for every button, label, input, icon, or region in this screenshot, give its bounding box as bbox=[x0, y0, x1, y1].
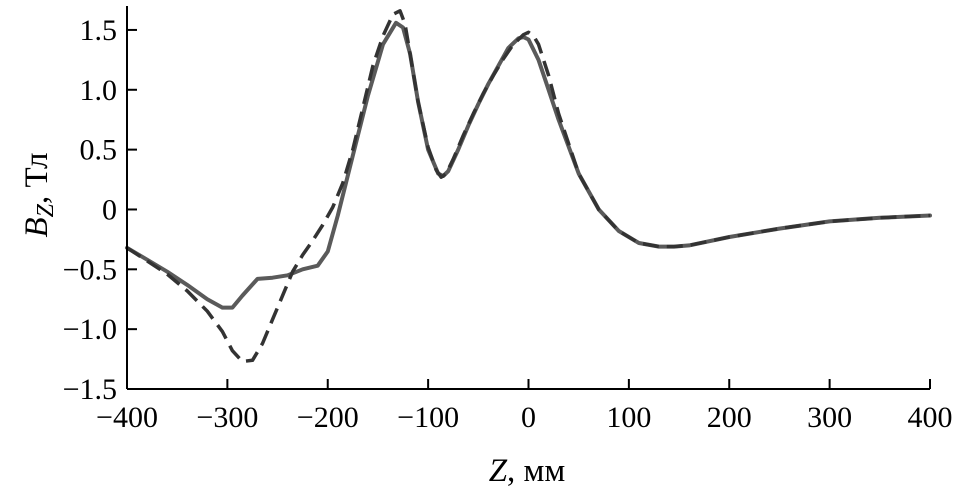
plot-area bbox=[125, 9, 932, 364]
series-line-solid bbox=[125, 20, 932, 310]
x-tick-label: −400 bbox=[96, 401, 158, 434]
y-tick-label: −1.0 bbox=[63, 313, 117, 346]
y-tick-label: 1.5 bbox=[80, 14, 118, 47]
x-tick-label: 0 bbox=[521, 401, 536, 434]
y-tick-label: −1.5 bbox=[63, 373, 117, 406]
x-tick-label: −200 bbox=[297, 401, 359, 434]
y-tick-label: 0.5 bbox=[80, 134, 118, 167]
y-axis: −1.5 −1.0 −0.5 0 0.5 1.0 1.5 bbox=[63, 6, 137, 406]
y-axis-label: BZ, Тл bbox=[19, 152, 59, 237]
x-axis: −400 −300 −200 −100 0 100 200 300 400 bbox=[96, 379, 953, 434]
x-axis-label: Z, мм bbox=[489, 453, 566, 489]
y-tick-label: −0.5 bbox=[63, 253, 117, 286]
x-tick-label: 200 bbox=[707, 401, 752, 434]
x-tick-label: −100 bbox=[397, 401, 459, 434]
x-tick-label: −300 bbox=[196, 401, 258, 434]
x-tick-label: 300 bbox=[807, 401, 852, 434]
series-line-dashed bbox=[126, 9, 931, 364]
y-tick-label: 1.0 bbox=[80, 74, 118, 107]
y-tick-label: 0 bbox=[102, 193, 117, 226]
x-tick-label: 100 bbox=[606, 401, 651, 434]
x-tick-label: 400 bbox=[908, 401, 953, 434]
